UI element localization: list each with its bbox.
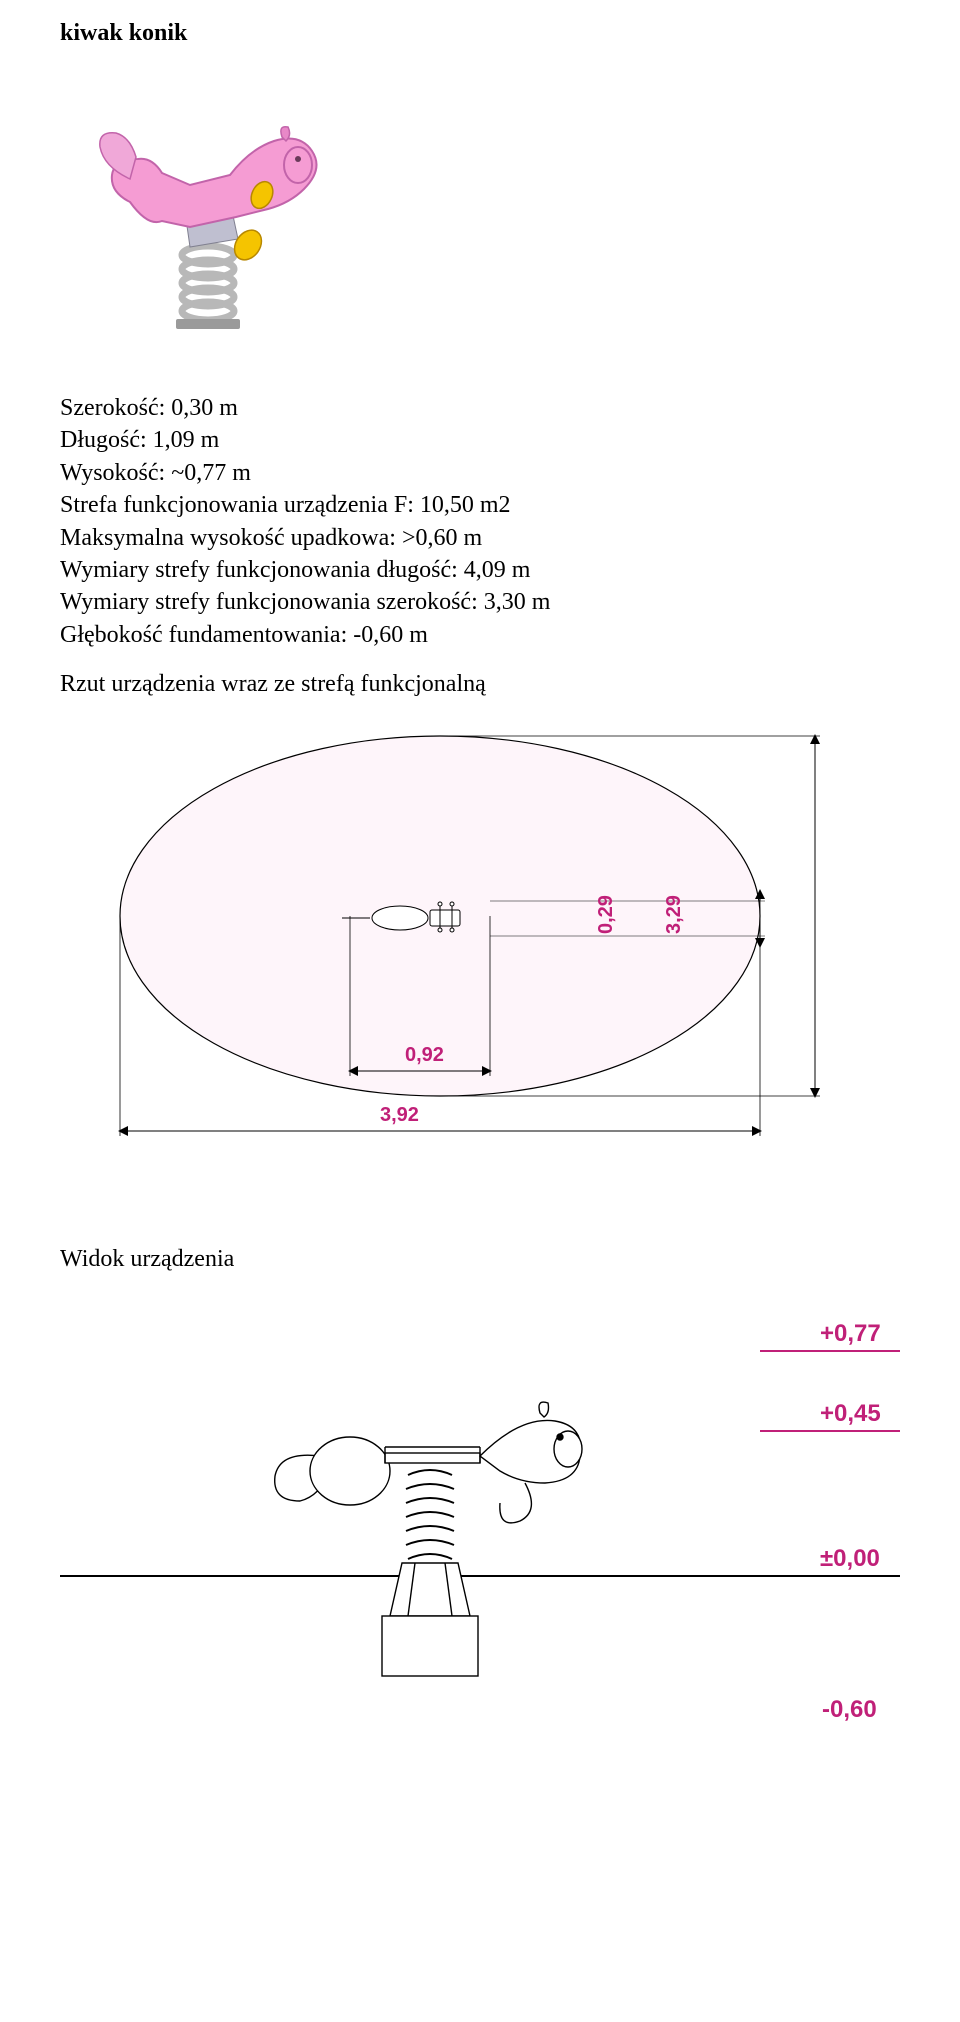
- spec-line: Strefa funkcjonowania urządzenia F: 10,5…: [60, 489, 900, 521]
- side-diagram: +0,77 +0,45 ±0,00 -0,60: [60, 1291, 900, 1736]
- level-label: -0,60: [822, 1696, 877, 1723]
- page-title: kiwak konik: [60, 20, 900, 47]
- spec-line: Wymiary strefy funkcjonowania szerokość:…: [60, 586, 900, 618]
- dim-label: 3,92: [380, 1104, 419, 1126]
- spec-line: Długość: 1,09 m: [60, 424, 900, 456]
- specs-block: Szerokość: 0,30 m Długość: 1,09 m Wysoko…: [60, 392, 900, 651]
- spec-line: Wysokość: ~0,77 m: [60, 457, 900, 489]
- product-render: [90, 87, 900, 342]
- section-heading-plan: Rzut urządzenia wraz ze strefą funkcjona…: [60, 671, 900, 698]
- dim-label: 3,29: [663, 895, 685, 934]
- level-label: +0,77: [820, 1320, 881, 1347]
- plan-diagram: 0,92 3,92 0,29 3,29: [60, 716, 900, 1196]
- dim-label: 0,29: [595, 895, 617, 934]
- level-label: +0,45: [820, 1400, 881, 1427]
- level-label: ±0,00: [820, 1545, 880, 1572]
- spec-line: Wymiary strefy funkcjonowania długość: 4…: [60, 554, 900, 586]
- spec-line: Głębokość fundamentowania: -0,60 m: [60, 619, 900, 651]
- spec-line: Szerokość: 0,30 m: [60, 392, 900, 424]
- spec-line: Maksymalna wysokość upadkowa: >0,60 m: [60, 522, 900, 554]
- dim-label: 0,92: [405, 1044, 444, 1066]
- section-heading-side: Widok urządzenia: [60, 1246, 900, 1273]
